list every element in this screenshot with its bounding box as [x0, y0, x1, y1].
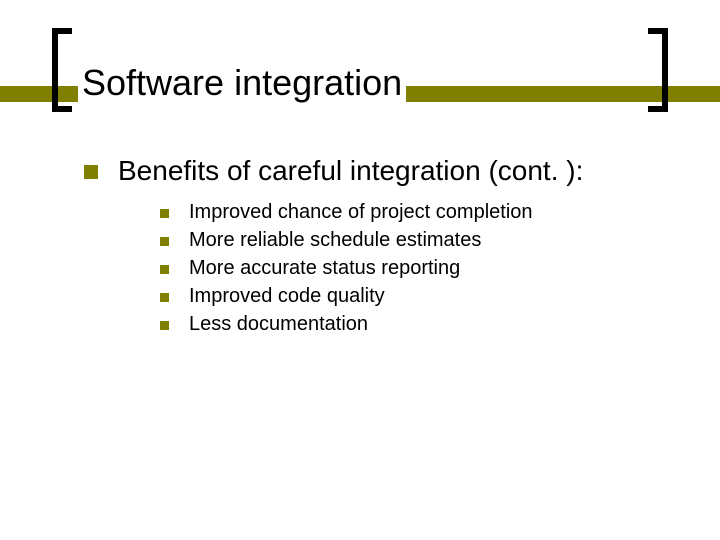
- item-text: Improved code quality: [189, 285, 385, 308]
- list-item: More reliable schedule estimates: [160, 229, 680, 252]
- item-text: More reliable schedule estimates: [189, 229, 481, 252]
- bullet-icon: [160, 293, 169, 302]
- title-area: Software integration: [0, 28, 720, 112]
- heading-text: Benefits of careful integration (cont. )…: [118, 155, 583, 187]
- bullet-icon: [160, 321, 169, 330]
- item-text: More accurate status reporting: [189, 257, 460, 280]
- slide-title: Software integration: [78, 62, 406, 104]
- bullet-icon: [160, 265, 169, 274]
- list-item: Less documentation: [160, 313, 680, 336]
- heading-row: Benefits of careful integration (cont. )…: [84, 155, 680, 187]
- slide-content: Benefits of careful integration (cont. )…: [84, 155, 680, 341]
- bracket-left: [52, 28, 72, 112]
- list-item: More accurate status reporting: [160, 257, 680, 280]
- list-item: Improved chance of project completion: [160, 201, 680, 224]
- list-item: Improved code quality: [160, 285, 680, 308]
- bullet-icon: [160, 209, 169, 218]
- bullet-icon: [160, 237, 169, 246]
- bracket-right: [648, 28, 668, 112]
- item-text: Improved chance of project completion: [189, 201, 533, 224]
- item-text: Less documentation: [189, 313, 368, 336]
- items-list: Improved chance of project completion Mo…: [160, 201, 680, 336]
- bullet-icon: [84, 165, 98, 179]
